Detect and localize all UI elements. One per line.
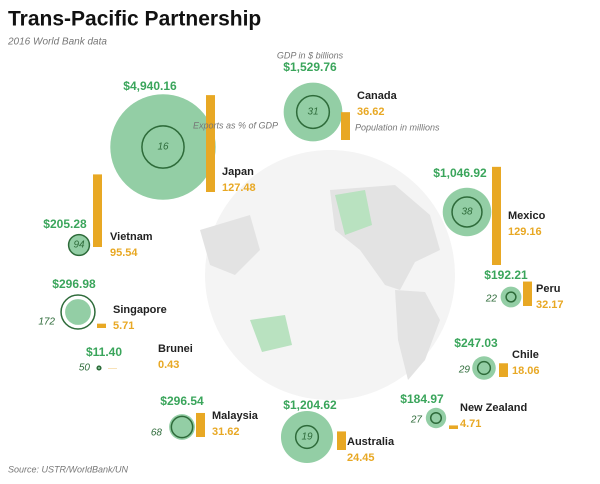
gdp-circle [169, 414, 195, 440]
gdp-circle [68, 234, 90, 256]
gdp-label: $1,529.76 [283, 60, 337, 74]
exports-label: 50 [79, 363, 91, 374]
population-label: 129.16 [508, 226, 542, 238]
land-canada [335, 190, 372, 235]
gdp-circle [472, 356, 496, 380]
exports-circle [476, 360, 492, 376]
country-name: Japan [222, 166, 254, 178]
population-bar [499, 363, 508, 377]
gdp-label: $1,046.92 [433, 166, 487, 180]
population-bar [341, 112, 350, 140]
country-name: New Zealand [460, 402, 527, 414]
population-bar [97, 323, 106, 328]
population-bar [206, 95, 215, 192]
gdp-circle [500, 286, 522, 308]
gdp-circle [110, 94, 216, 200]
population-label: 18.06 [512, 365, 540, 377]
exports-label: 31 [307, 107, 318, 118]
country-name: Chile [512, 349, 539, 361]
exports-circle [505, 291, 517, 303]
population-label: 24.45 [347, 452, 375, 464]
population-label: 0.43 [158, 359, 179, 371]
exports-circle [294, 424, 320, 450]
land-australia [250, 315, 292, 352]
exports-label: 22 [485, 294, 498, 305]
exports-circle [96, 365, 102, 371]
population-bar [449, 425, 458, 429]
exports-label: 29 [458, 365, 471, 376]
gdp-label: $11.40 [86, 345, 122, 359]
population-label: 127.48 [222, 182, 256, 194]
exports-label: 16 [157, 142, 169, 153]
gdp-label: $247.03 [454, 336, 498, 350]
population-bar [93, 174, 102, 247]
land-south-america [395, 290, 440, 380]
chart-title: Trans-Pacific Partnership [8, 8, 261, 31]
exports-circle [141, 125, 185, 169]
source-note: Source: USTR/WorldBank/UN [8, 464, 129, 474]
exports-circle [295, 94, 331, 130]
exports-circle [67, 233, 91, 257]
legend-gdp: GDP in $ billions [277, 50, 344, 60]
chart-subtitle: 2016 World Bank data [7, 37, 107, 48]
population-label: 36.62 [357, 106, 385, 118]
exports-circle [429, 411, 443, 425]
population-bar [337, 431, 346, 450]
legend-population: Population in millions [355, 122, 440, 132]
population-bar [523, 281, 532, 306]
gdp-label: $184.97 [400, 392, 444, 406]
gdp-label: $205.28 [43, 217, 87, 231]
country-name: Peru [536, 283, 560, 295]
gdp-label: $296.98 [52, 277, 96, 291]
country-name: Mexico [508, 210, 546, 222]
population-label: 5.71 [113, 320, 134, 332]
population-label: 31.62 [212, 426, 240, 438]
country-name: Brunei [158, 343, 193, 355]
country-name: Singapore [113, 304, 167, 316]
country-name: Canada [357, 90, 398, 102]
land-asia [200, 215, 260, 275]
country-name: Vietnam [110, 231, 153, 243]
gdp-label: $1,204.62 [283, 398, 337, 412]
population-bar [492, 166, 501, 265]
gdp-circle [442, 187, 492, 237]
exports-label: 68 [151, 428, 163, 439]
population-bar [196, 412, 205, 437]
exports-label: 38 [461, 207, 473, 218]
exports-circle [60, 294, 96, 330]
country-name: Malaysia [212, 410, 259, 422]
gdp-circle [280, 410, 334, 464]
exports-label: 94 [73, 240, 85, 251]
exports-label: 172 [38, 317, 55, 328]
exports-circle [170, 415, 194, 439]
gdp-circle [425, 407, 447, 429]
exports-circle [451, 196, 483, 228]
population-label: 95.54 [110, 247, 138, 259]
legend-exports: Exports as % of GDP [193, 120, 278, 130]
gdp-circle [65, 299, 91, 325]
gdp-circle [283, 82, 343, 142]
world-map [200, 150, 455, 400]
gdp-label: $4,940.16 [123, 79, 177, 93]
gdp-label: $192.21 [484, 268, 528, 282]
population-label: 32.17 [536, 299, 564, 311]
exports-label: 19 [301, 432, 313, 443]
population-label: 4.71 [460, 418, 481, 430]
exports-label: 27 [410, 415, 423, 426]
country-name: Australia [347, 436, 395, 448]
gdp-label: $296.54 [160, 394, 204, 408]
